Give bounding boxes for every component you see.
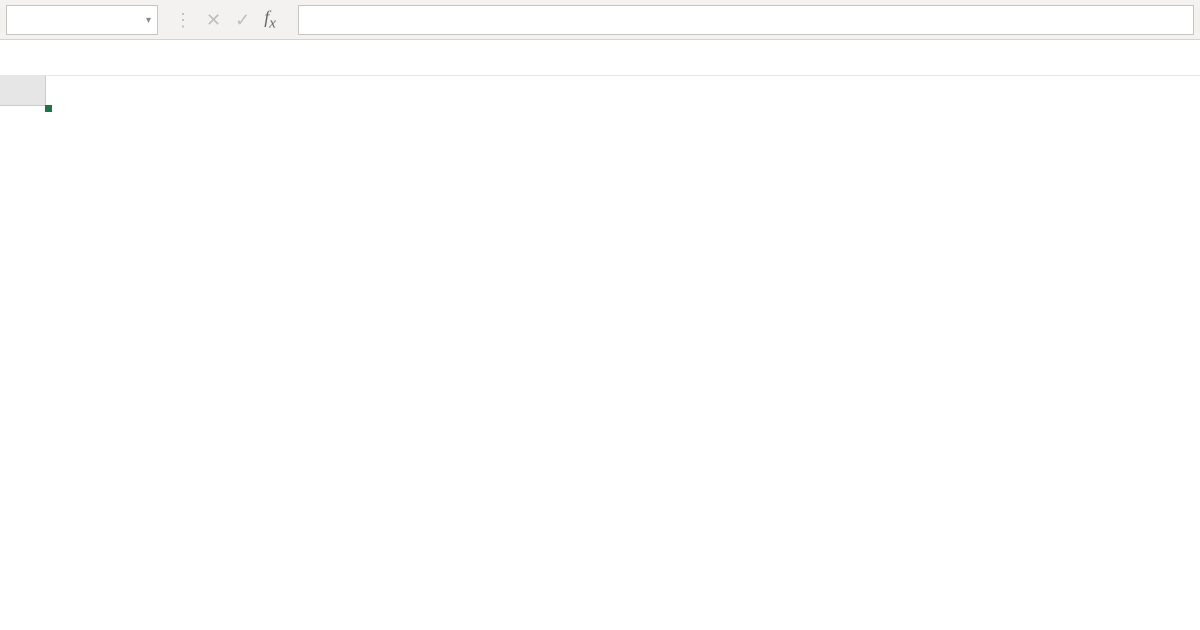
enter-icon[interactable]: ✓ bbox=[235, 9, 250, 31]
name-box[interactable]: ▾ bbox=[6, 5, 158, 35]
fx-icon[interactable]: fx bbox=[264, 7, 282, 33]
formula-bar: ▾ ⋮ ✕ ✓ fx bbox=[0, 0, 1200, 40]
select-all-corner[interactable] bbox=[0, 76, 46, 106]
grid bbox=[46, 76, 1200, 630]
formula-bar-buttons: ⋮ ✕ ✓ fx bbox=[164, 7, 292, 33]
row-headers bbox=[0, 76, 46, 630]
ribbon-spacer bbox=[0, 40, 1200, 76]
worksheet bbox=[0, 76, 1200, 630]
fill-handle[interactable] bbox=[45, 105, 52, 112]
cancel-icon[interactable]: ✕ bbox=[206, 9, 221, 31]
column-headers bbox=[46, 76, 1200, 106]
name-box-dropdown-icon[interactable]: ▾ bbox=[146, 13, 151, 26]
vdots-icon[interactable]: ⋮ bbox=[174, 9, 192, 31]
formula-input[interactable] bbox=[298, 5, 1194, 35]
active-cell-outline bbox=[46, 106, 50, 110]
